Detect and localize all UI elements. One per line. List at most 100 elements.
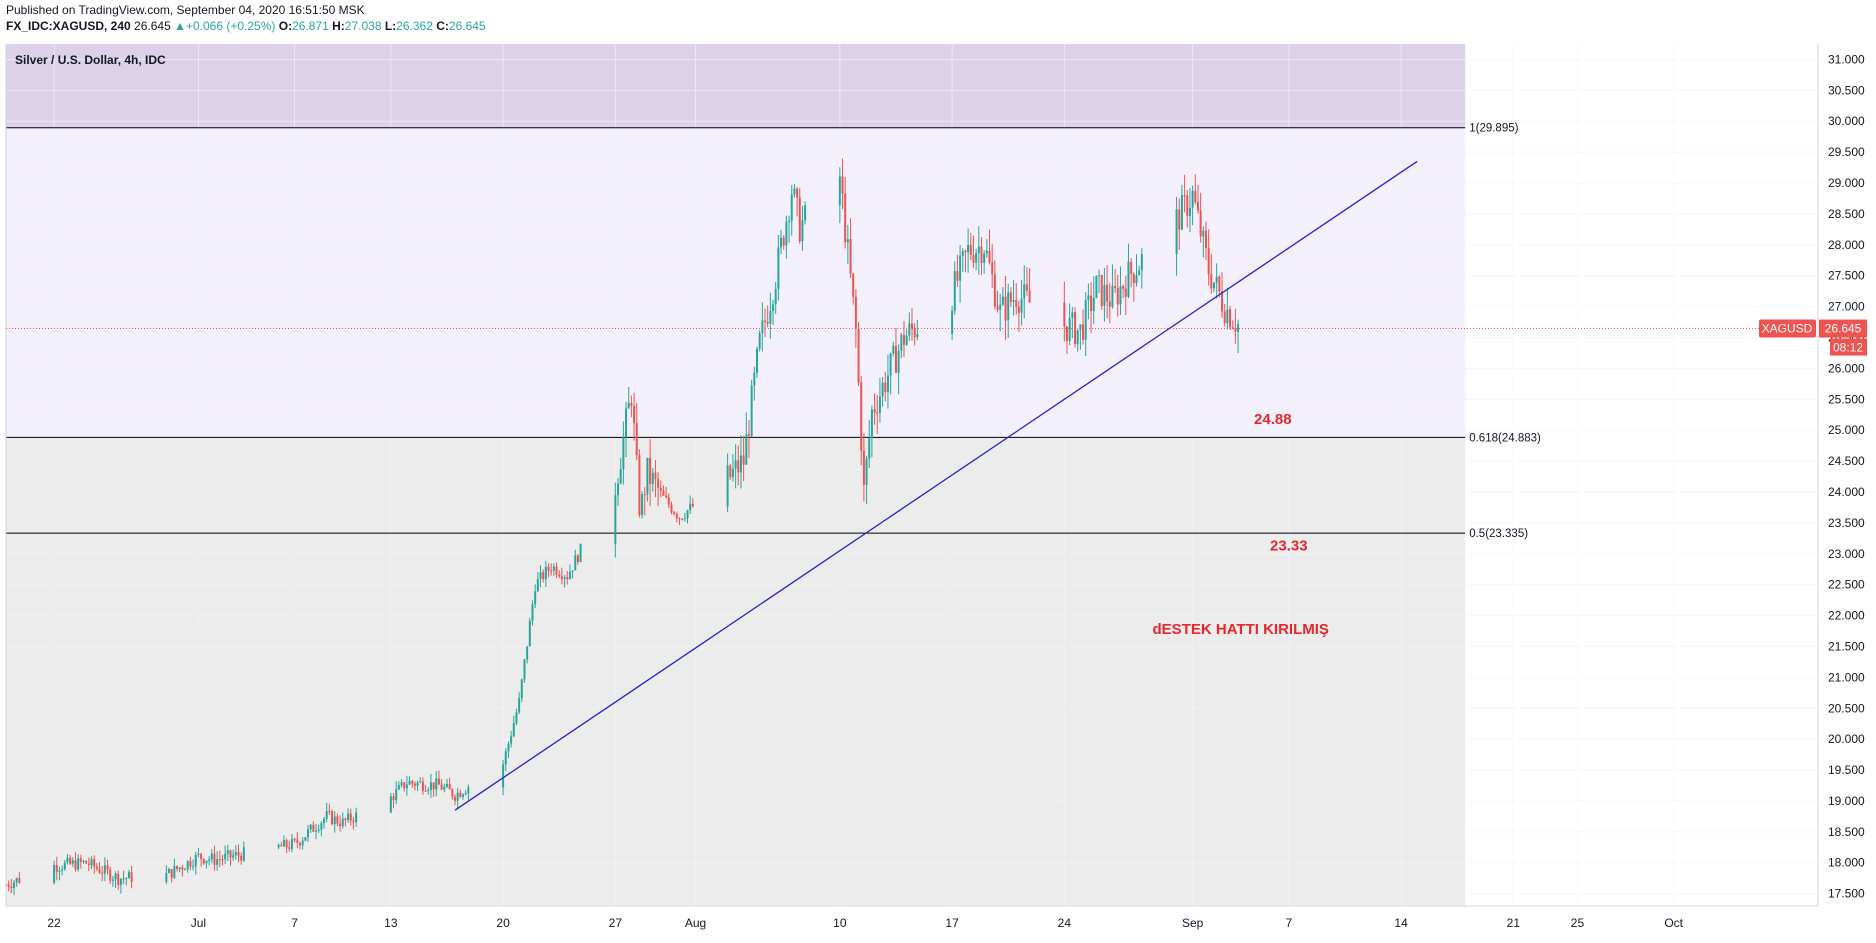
candle-body [638,455,641,515]
candle-body [870,409,873,439]
candle-body [1012,299,1015,302]
candle-body [408,781,411,785]
candle-body [780,237,783,248]
axes: 31.000 30.500 30.000 29.500 29.000 28.500 28.0… [5,44,1865,930]
candle-body [793,188,796,195]
candle-body [1015,299,1018,307]
candle-body [849,239,852,274]
candle-body [617,483,620,496]
candle-body [689,503,692,511]
candle-body [55,865,58,872]
candle-body [176,865,179,870]
candle-body [194,854,197,867]
symbol-tag-text: XAGUSD [1762,322,1813,336]
candle-body [844,193,847,243]
candle-body [1180,195,1183,230]
candle-body [745,434,748,465]
candle-body [865,458,868,485]
candle-body [507,743,510,752]
candle-body [242,847,245,861]
candle-body [876,412,879,414]
candle-body [1063,302,1066,327]
y-tick-label: 31.000 [1828,52,1865,66]
fib-level-label: 1(29.895) [1469,123,1518,135]
candle-body [678,518,681,520]
candle-body [804,205,807,221]
candle-body [560,576,563,580]
candle-body [643,494,646,496]
candle-body [79,858,82,862]
candle-body [331,811,334,825]
candle-body [395,789,398,801]
candle-body [801,220,804,242]
candle-body [1196,202,1199,211]
candle-body [74,860,77,870]
candle-body [747,434,750,436]
candle-body [109,869,112,881]
candle-body [315,830,318,832]
candle-body [1004,296,1007,321]
candle-body [916,333,919,338]
candle-body [1229,309,1232,328]
candle-body [114,873,117,880]
ohlc-bar: FX_IDC:XAGUSD, 240 26.645 ▲+0.066 (+0.25… [6,18,1866,34]
candle-body [403,782,406,789]
candle-body [568,571,571,579]
candle-body [437,778,440,785]
candle-body [1084,300,1087,340]
annotations: 24.88 23.33 dESTEK HATTI KIRILMIŞ [1153,411,1329,638]
candle-body [282,840,285,847]
candle-body [307,829,309,838]
y-tick-label: 27.500 [1828,269,1865,283]
candle-body [1130,261,1133,274]
y-tick-label: 28.500 [1828,207,1865,221]
candle-body [659,487,662,491]
candle-body [1028,290,1031,303]
candle-body [1079,324,1082,330]
candle-body [1215,276,1218,283]
candle-body [574,555,577,571]
grid [6,44,1818,906]
countdown-tag-text: 08:12 [1833,341,1863,355]
candle-body [1191,190,1194,208]
candle-body [173,865,176,878]
candle-body [980,246,983,263]
y-tick-label: 21.500 [1828,639,1865,653]
candle-body [421,781,424,791]
candle-body [1066,326,1069,341]
candle-body [309,824,312,830]
candle-body [536,578,539,592]
candle-body [101,872,104,874]
candle-body [547,566,550,571]
candle-body [347,813,350,821]
candle-body [633,405,636,424]
candle-body [884,382,887,393]
candle-body [1188,207,1191,216]
y-tick-label: 30.000 [1828,114,1865,128]
x-tick-label: 10 [833,916,847,930]
candle-body [451,789,454,797]
y-tick-label: 28.000 [1828,238,1865,252]
candle-body [753,372,756,386]
candle-body [1111,285,1114,307]
candle-body [277,844,280,848]
candle-body [838,176,841,206]
x-tick-label: 22 [47,916,61,930]
candle-body [1175,209,1178,255]
candle-body [226,850,229,854]
candle-body [1023,284,1026,299]
candle-body [897,350,900,373]
trendline-group[interactable] [454,160,1418,811]
candle-body [304,837,307,841]
candle-body [85,860,88,864]
candle-body [66,857,69,863]
y-tick-label: 30.500 [1828,83,1865,97]
trendline[interactable] [454,160,1418,811]
candle-body [336,816,339,824]
candle-body [344,818,347,821]
candle-body [975,253,978,263]
candle-body [651,472,654,484]
candle-body [675,514,678,519]
candle-body [429,782,432,791]
